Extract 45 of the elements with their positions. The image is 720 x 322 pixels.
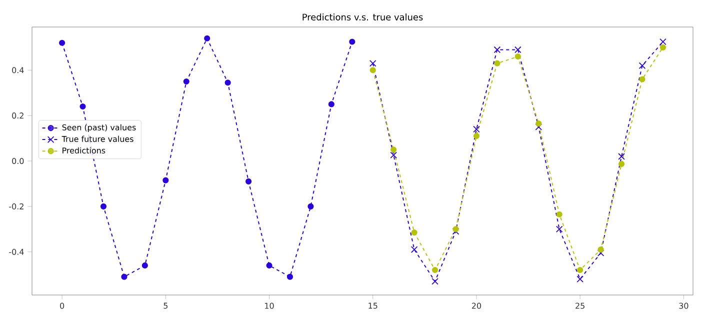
point: [660, 44, 666, 50]
point: [162, 177, 169, 184]
point: [328, 101, 334, 108]
point: [514, 46, 522, 54]
point: [473, 126, 480, 133]
point: [183, 78, 190, 85]
point: [618, 160, 625, 167]
point: [473, 132, 480, 140]
point: [577, 266, 584, 274]
point: [245, 178, 252, 184]
point: [390, 152, 397, 159]
point: [411, 230, 418, 236]
point: [556, 226, 563, 233]
point: [349, 38, 356, 45]
point: [224, 80, 231, 86]
point: [597, 250, 604, 256]
point: [618, 153, 625, 160]
point: [142, 262, 148, 269]
point: [369, 60, 376, 67]
point: [514, 53, 521, 60]
point: [204, 35, 210, 42]
point: [639, 76, 646, 82]
point: [576, 276, 584, 283]
point: [370, 67, 376, 74]
point: [452, 226, 459, 232]
point: [266, 262, 272, 269]
point: [286, 274, 294, 280]
point: [660, 38, 666, 46]
chart-title: Predictions v.s. true values: [302, 14, 423, 20]
point: [59, 40, 66, 46]
point: [80, 103, 86, 110]
point: [638, 62, 646, 70]
point: [536, 120, 542, 127]
point: [410, 246, 418, 253]
point: [432, 266, 438, 274]
point: [494, 46, 501, 54]
point: [390, 146, 397, 153]
point: [535, 124, 542, 130]
point: [100, 203, 107, 210]
point: [556, 211, 562, 218]
point: [432, 278, 438, 285]
point: [308, 203, 314, 210]
point: [121, 274, 128, 280]
point: [598, 246, 604, 253]
point: [494, 60, 500, 66]
